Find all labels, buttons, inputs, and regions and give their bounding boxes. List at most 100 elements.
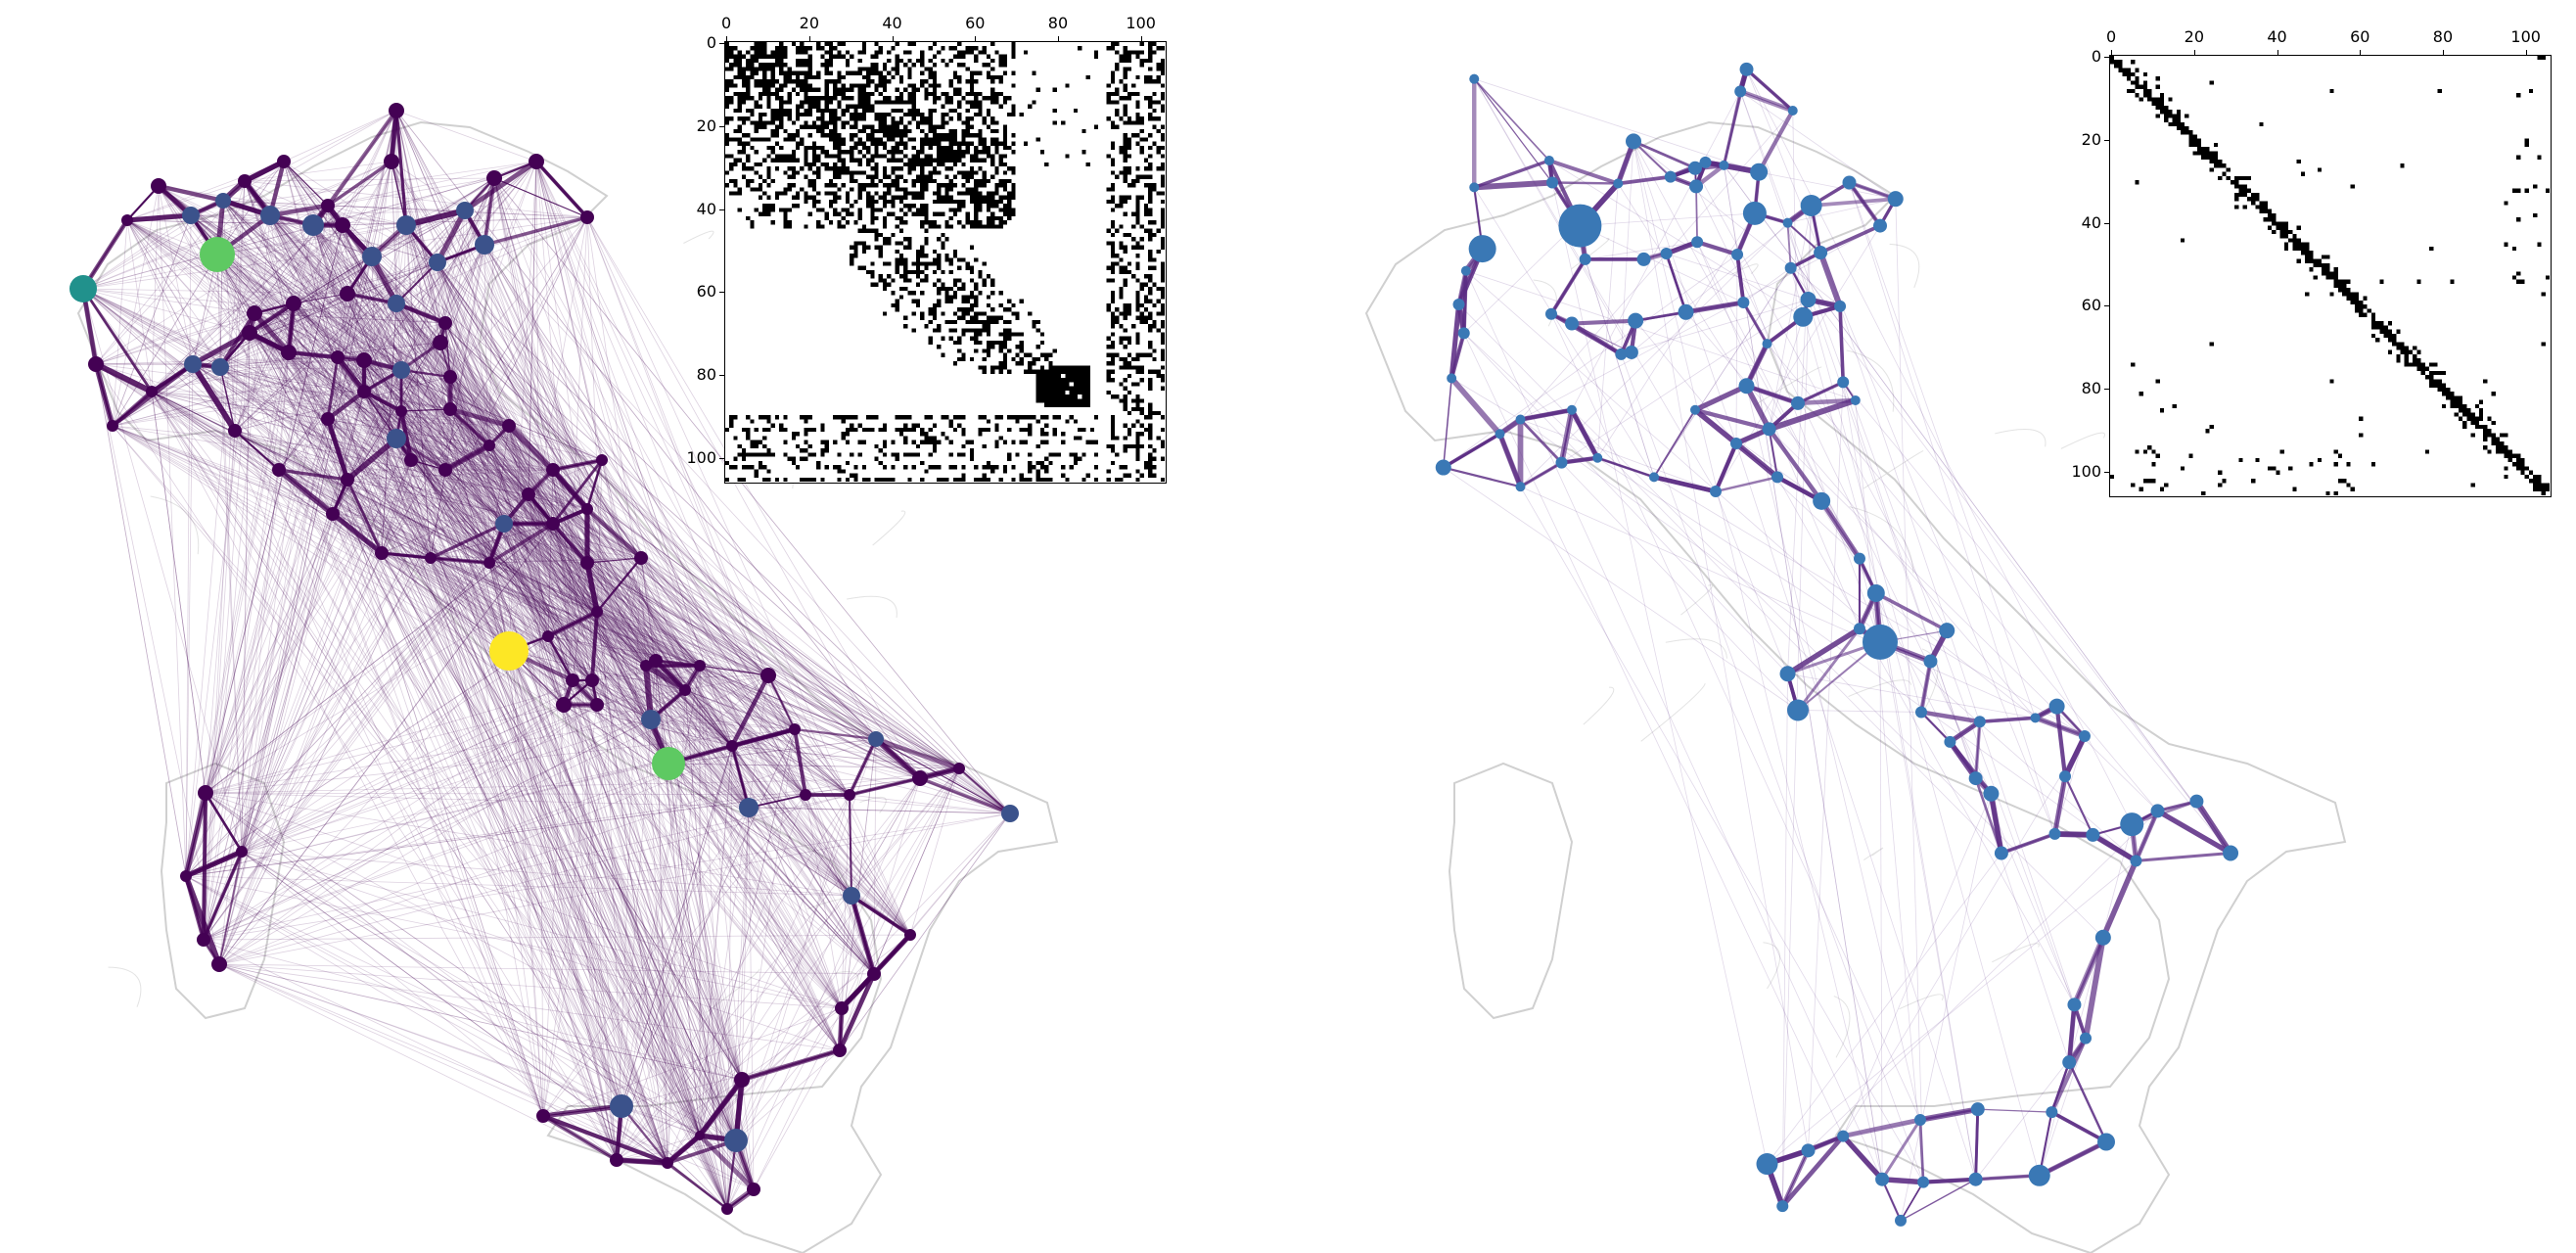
- network-edge: [1633, 141, 1861, 559]
- network-edge: [391, 161, 852, 897]
- network-edge: [269, 161, 392, 216]
- network-node: [341, 473, 354, 487]
- left-y-tick-label: 0: [706, 33, 716, 53]
- network-edge: [381, 552, 755, 1190]
- network-edge: [621, 1105, 737, 1141]
- network-edge: [1465, 270, 1902, 1222]
- network-edge: [241, 851, 841, 1051]
- network-edge-strong: [1745, 384, 1799, 406]
- network-edge: [437, 261, 446, 324]
- network-edge: [151, 391, 207, 794]
- network-node: [1968, 771, 1983, 786]
- network-edge-strong: [183, 875, 222, 965]
- network-edge: [437, 261, 642, 559]
- network-edge: [645, 665, 877, 740]
- network-edge: [483, 244, 911, 936]
- network-edge-strong: [793, 728, 807, 796]
- network-edge-strong: [698, 1134, 756, 1191]
- network-edge-strong: [1715, 476, 1778, 493]
- network-edge: [1839, 305, 2087, 1039]
- network-edge: [493, 177, 668, 1164]
- left-x-tick-mark: [892, 36, 894, 41]
- network-edge: [488, 425, 510, 564]
- network-edge: [395, 110, 549, 637]
- network-edge: [241, 851, 843, 1009]
- network-node: [1854, 552, 1865, 565]
- network-edge: [249, 332, 769, 676]
- network-edge: [528, 493, 668, 1164]
- network-edge: [95, 363, 686, 691]
- network-edge: [293, 302, 529, 495]
- network-edge: [269, 214, 397, 304]
- network-edge: [151, 391, 921, 779]
- network-edge: [1520, 419, 2137, 861]
- network-edge: [616, 1135, 701, 1161]
- network-node: [1515, 414, 1526, 425]
- right-x-tick-mark: [2525, 50, 2527, 55]
- network-edge: [684, 689, 851, 796]
- network-edge: [616, 557, 642, 1161]
- network-edge: [547, 562, 588, 637]
- network-node: [546, 463, 560, 477]
- network-node: [1688, 161, 1702, 175]
- network-edge: [203, 161, 392, 941]
- network-edge: [391, 161, 466, 211]
- network-edge: [1767, 860, 2137, 1165]
- network-edge: [616, 665, 701, 1161]
- network-edge: [203, 562, 490, 941]
- network-edge: [381, 322, 446, 554]
- network-edge: [1633, 141, 1841, 307]
- network-edge: [586, 216, 911, 936]
- network-edge-strong: [1449, 332, 1466, 379]
- network-edge-strong: [204, 792, 244, 853]
- network-edge: [873, 738, 877, 975]
- network-edge: [444, 469, 701, 1137]
- network-edge: [244, 161, 392, 182]
- network-node: [2059, 770, 2071, 783]
- network-edge: [126, 219, 236, 432]
- network-edge-strong: [2083, 937, 2106, 1040]
- network-edge: [493, 177, 852, 897]
- network-edge: [337, 356, 806, 796]
- network-edge: [684, 689, 851, 796]
- network-edge: [449, 376, 510, 427]
- network-edge: [218, 523, 554, 965]
- network-edge: [1781, 673, 1788, 1207]
- region-border: [684, 664, 714, 701]
- network-edge: [667, 738, 877, 765]
- network-edge: [288, 351, 446, 471]
- network-edge: [1463, 333, 1788, 674]
- network-edge: [346, 479, 686, 691]
- network-edge: [327, 418, 841, 1051]
- network-edge: [293, 302, 668, 1164]
- network-edge: [381, 552, 755, 1190]
- network-edge: [234, 161, 537, 432]
- network-edge: [234, 342, 441, 432]
- network-edge: [327, 205, 593, 681]
- network-edge-strong: [1570, 408, 1599, 459]
- network-node: [200, 237, 235, 272]
- network-edge: [222, 200, 529, 495]
- network-edge: [400, 369, 806, 796]
- network-edge: [405, 161, 537, 226]
- network-node: [456, 202, 474, 219]
- network-edge: [552, 469, 743, 1081]
- network-edge: [650, 719, 921, 779]
- network-edge: [158, 185, 588, 510]
- network-node: [591, 606, 603, 618]
- network-edge-strong: [551, 459, 604, 525]
- network-edge: [327, 418, 510, 652]
- network-node: [641, 710, 661, 729]
- network-edge: [1735, 254, 1738, 444]
- network-edge-strong: [506, 423, 556, 473]
- network-edge: [528, 493, 618, 1161]
- network-edge: [327, 205, 875, 975]
- network-node: [610, 1094, 633, 1118]
- network-edge-strong: [2156, 809, 2232, 856]
- network-edge: [283, 161, 875, 975]
- network-edge-strong: [158, 183, 224, 204]
- network-edge: [508, 425, 549, 637]
- network-edge: [253, 312, 750, 809]
- network-edge: [395, 110, 921, 779]
- network-edge: [547, 635, 657, 662]
